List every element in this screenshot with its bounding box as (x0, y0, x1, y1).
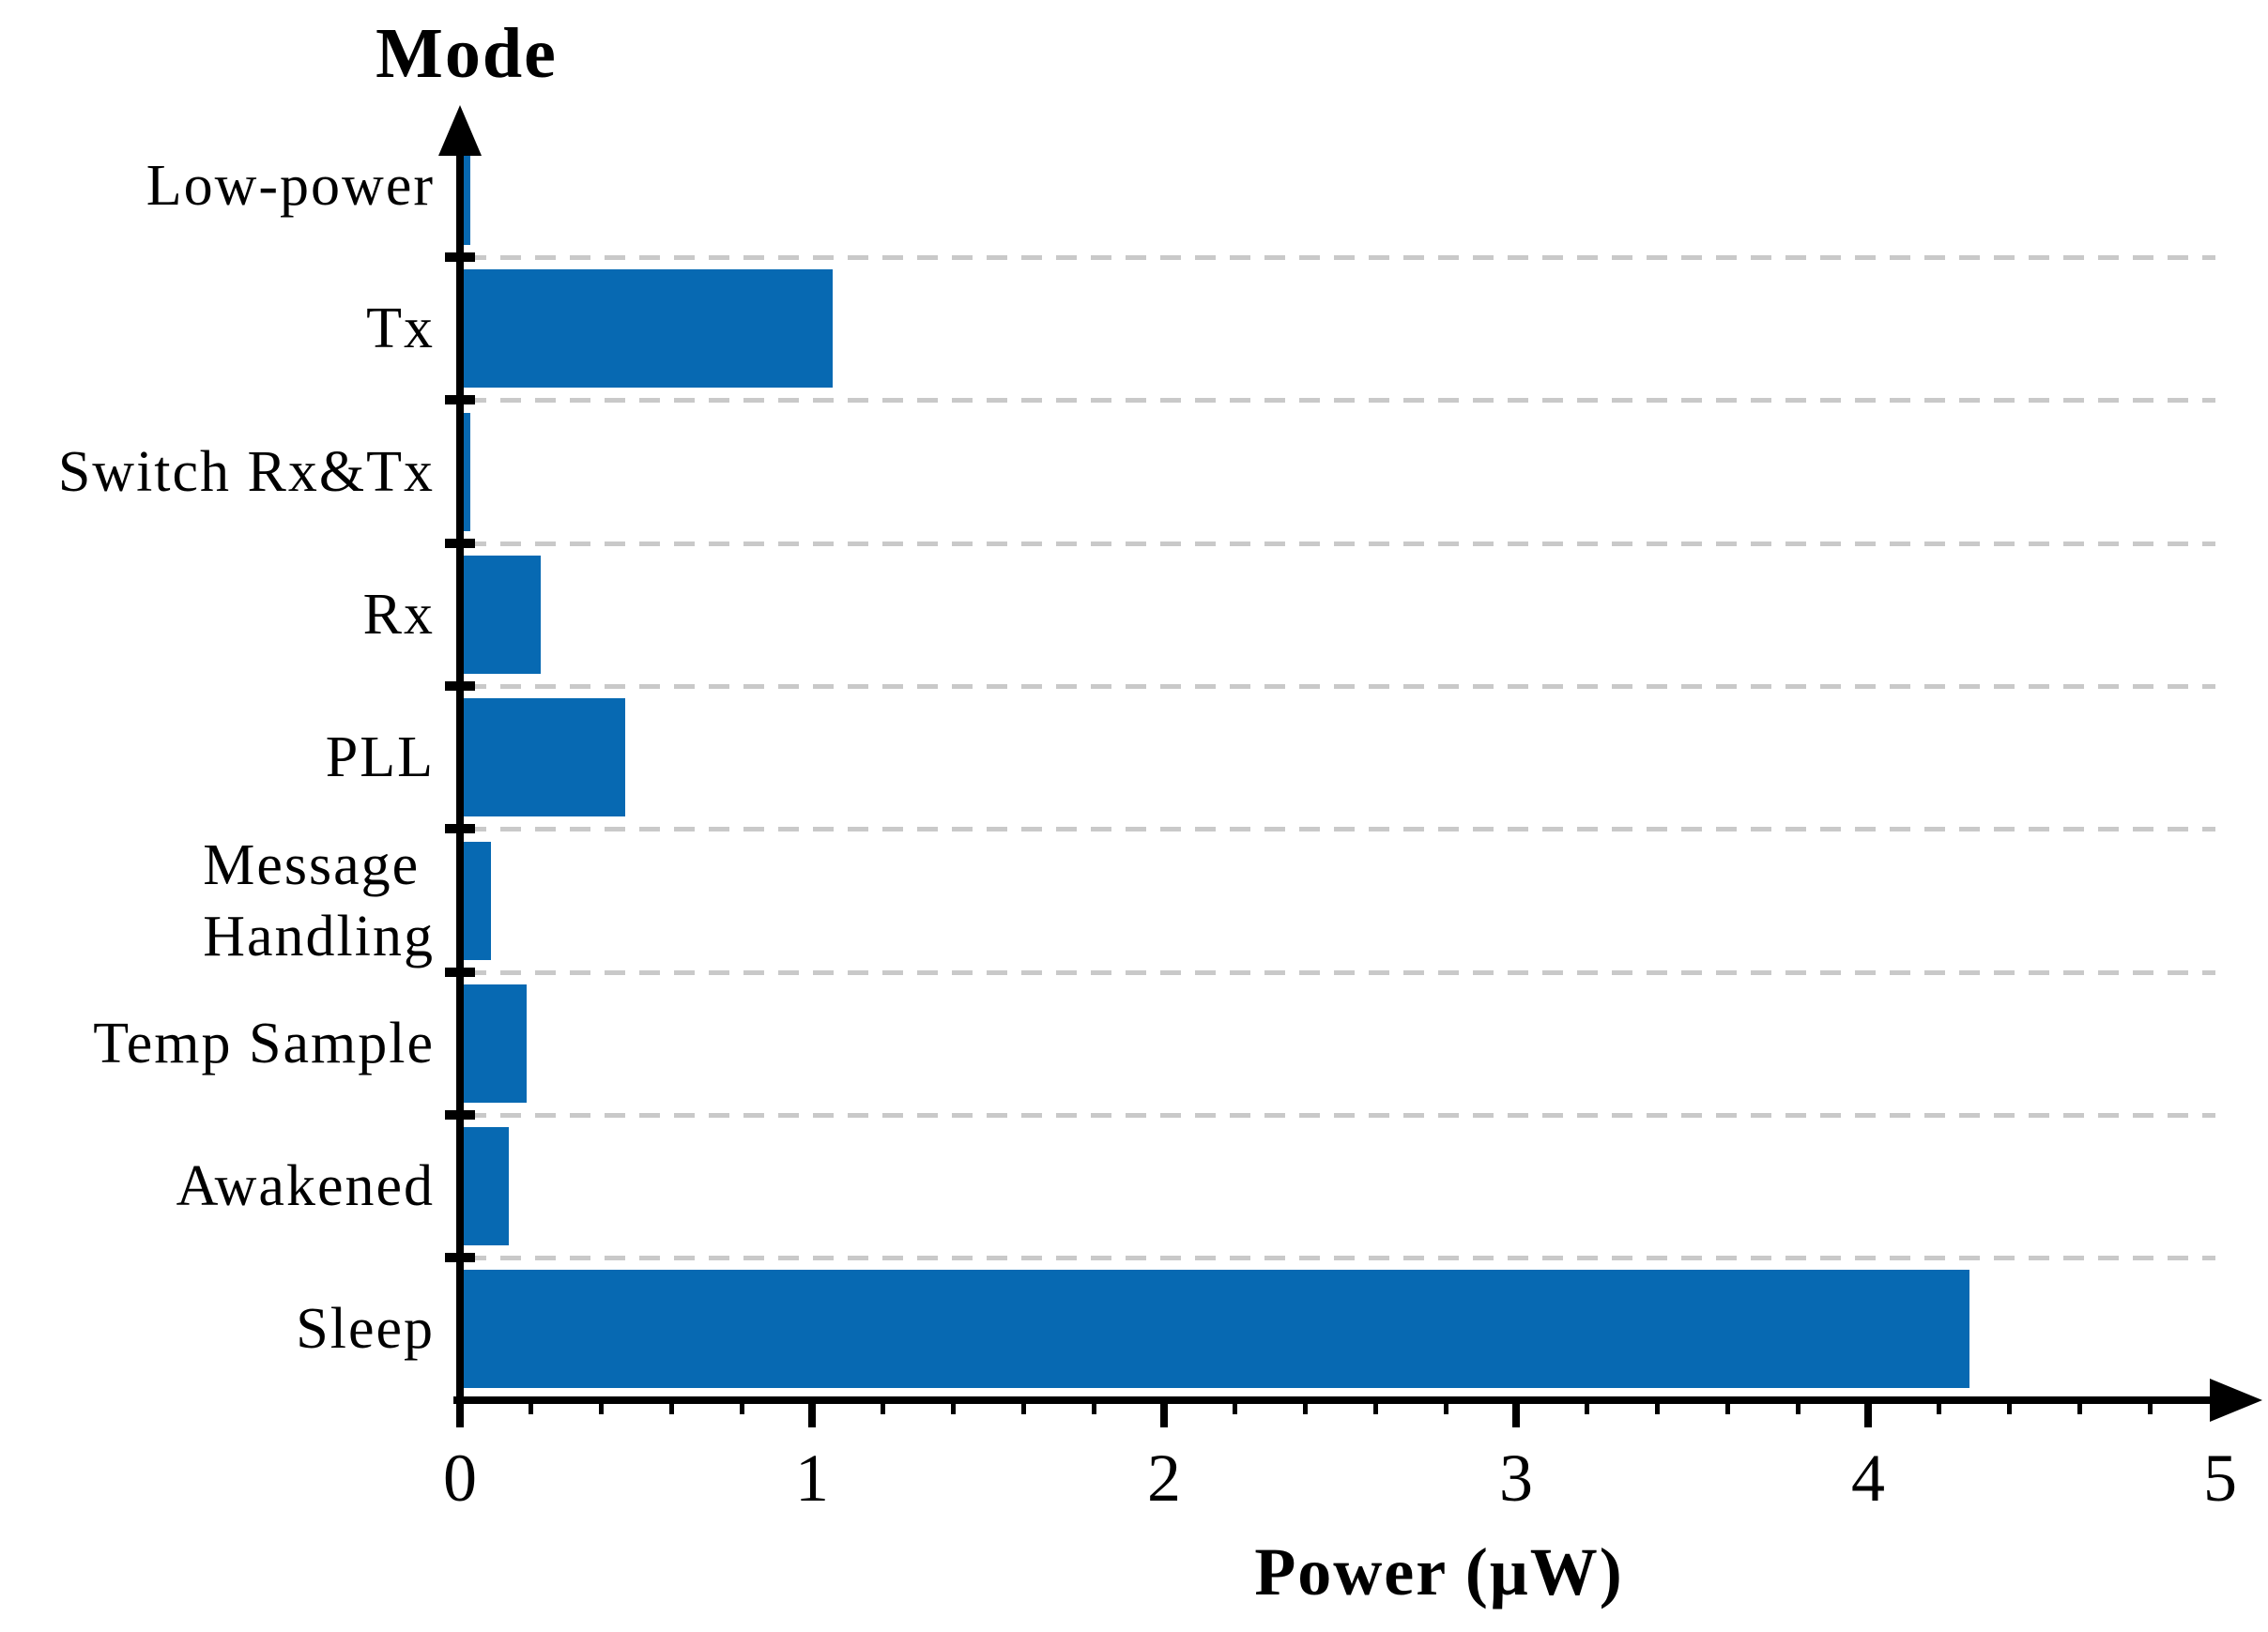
bar-low-power (463, 152, 470, 245)
bar-awakened (463, 1127, 509, 1245)
bar-tx (463, 269, 833, 388)
y-axis-line (456, 141, 464, 1404)
x-axis-minor-tick (1585, 1396, 1589, 1414)
x-tick-label: 5 (2203, 1441, 2237, 1516)
category-label-text: PLL (325, 725, 435, 789)
x-axis-minor-tick (1373, 1396, 1378, 1414)
category-label: Low-power (0, 150, 435, 221)
x-tick-label: 4 (1851, 1441, 1885, 1516)
x-axis-minor-tick (1796, 1396, 1801, 1414)
x-axis-minor-tick (599, 1396, 604, 1414)
x-axis-major-tick (1864, 1396, 1872, 1427)
x-axis-minor-tick (1725, 1396, 1730, 1414)
category-label-text: Temp Sample (93, 1012, 435, 1075)
x-axis-minor-tick (1937, 1396, 1941, 1414)
gridline (466, 970, 2215, 975)
gridline (466, 684, 2215, 689)
x-axis-major-tick (808, 1396, 816, 1427)
category-label: Temp Sample (0, 1008, 435, 1079)
x-tick-label: 3 (1499, 1441, 1533, 1516)
category-label: Switch Rx&Tx (0, 436, 435, 508)
gridline (466, 1113, 2215, 1118)
x-axis-title: Power (μW) (1254, 1534, 1624, 1609)
gridline (466, 827, 2215, 831)
x-axis-minor-tick (1233, 1396, 1237, 1414)
x-axis-arrow-icon (2210, 1379, 2262, 1422)
category-label: Tx (0, 293, 435, 364)
x-tick-label: 0 (443, 1441, 477, 1516)
x-axis-major-tick (1160, 1396, 1168, 1427)
category-label-text: Sleep (296, 1297, 435, 1361)
y-axis-arrow-icon (438, 105, 482, 156)
x-axis-minor-tick (669, 1396, 674, 1414)
bar-temp-sample (463, 984, 527, 1103)
x-axis-minor-tick (529, 1396, 533, 1414)
x-axis-major-tick (456, 1396, 464, 1427)
x-axis-minor-tick (881, 1396, 885, 1414)
x-axis-minor-tick (2077, 1396, 2082, 1414)
x-axis-minor-tick (1092, 1396, 1096, 1414)
x-axis-minor-tick (2148, 1396, 2153, 1414)
category-label: Sleep (0, 1293, 435, 1365)
x-axis-minor-tick (2007, 1396, 2012, 1414)
y-axis-title: Mode (375, 14, 558, 93)
bar-message-handling (463, 842, 491, 960)
x-axis-minor-tick (740, 1396, 744, 1414)
x-axis-minor-tick (1303, 1396, 1308, 1414)
gridline (466, 398, 2215, 403)
x-axis-minor-tick (951, 1396, 956, 1414)
category-label-text: Message Handling (203, 832, 435, 969)
category-label-text: Rx (362, 583, 435, 647)
gridline (466, 1256, 2215, 1260)
category-label-text: Awakened (176, 1154, 435, 1218)
x-axis-major-tick (1512, 1396, 1520, 1427)
category-label-text: Low-power (146, 154, 435, 218)
bar-switch-rx-tx (463, 413, 470, 531)
x-axis-minor-tick (1021, 1396, 1026, 1414)
category-label: Message Handling (0, 830, 435, 972)
gridline (466, 255, 2215, 260)
gridline (466, 541, 2215, 546)
category-label-text: Switch Rx&Tx (57, 439, 435, 504)
category-label: Rx (0, 579, 435, 650)
category-label-text: Tx (366, 297, 435, 360)
x-axis-minor-tick (1444, 1396, 1448, 1414)
x-axis-line (453, 1396, 2223, 1404)
bar-pll (463, 698, 625, 816)
category-label: PLL (0, 722, 435, 793)
bar-rx (463, 556, 541, 674)
bar-sleep (463, 1270, 1969, 1388)
x-tick-label: 1 (795, 1441, 829, 1516)
x-axis-minor-tick (1655, 1396, 1660, 1414)
category-label: Awakened (0, 1151, 435, 1222)
x-tick-label: 2 (1147, 1441, 1181, 1516)
